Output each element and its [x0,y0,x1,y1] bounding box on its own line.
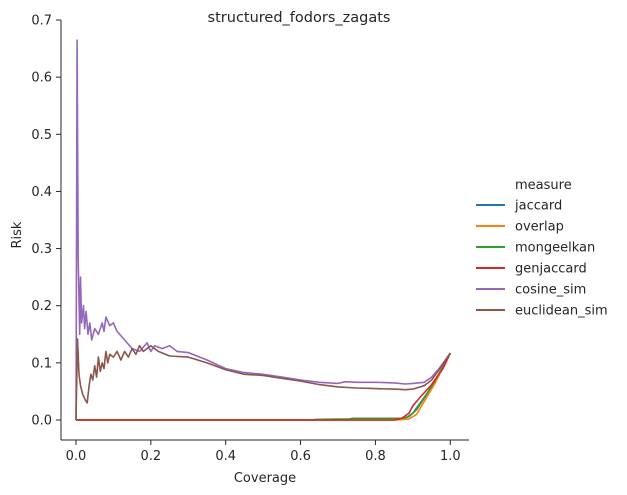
series-line-mongeelkan [76,352,452,421]
x-tick-label: 0.6 [290,449,311,464]
y-tick-label: 0.3 [31,242,52,257]
plot-lines [75,39,452,421]
legend-label-cosine_sim: cosine_sim [515,283,586,298]
y-tick-label: 0.2 [31,299,52,314]
y-tick-label: 0.4 [31,185,52,200]
chart-title: structured_fodors_zagats [208,10,391,26]
series-line-overlap [76,352,452,421]
legend-label-genjaccard: genjaccard [515,262,587,277]
legend: measure jaccard overlap mongeelkan genjacca… [476,178,608,319]
x-tick-label: 0.4 [215,449,236,464]
y-axis-label: Risk [10,221,25,248]
y-tick-label: 0.6 [31,71,52,86]
y-tick-label: 0.7 [31,14,52,29]
series-line-cosine_sim [75,39,451,421]
y-tick-label: 0.0 [31,414,52,429]
legend-label-jaccard: jaccard [514,199,562,214]
x-axis-label: Coverage [234,471,296,486]
series-line-euclidean_sim [75,338,451,421]
legend-label-euclidean_sim: euclidean_sim [515,304,608,319]
legend-title: measure [515,178,572,193]
x-ticks: 0.0 0.2 0.4 0.6 0.8 1.0 [66,440,461,464]
x-tick-label: 1.0 [440,449,461,464]
legend-label-mongeelkan: mongeelkan [515,241,595,256]
series-line-jaccard [76,352,452,421]
x-tick-label: 0.2 [140,449,161,464]
y-tick-label: 0.1 [31,356,52,371]
x-tick-label: 0.8 [365,449,386,464]
legend-label-overlap: overlap [515,220,564,235]
series-line-genjaccard [76,352,452,421]
x-tick-label: 0.0 [66,449,87,464]
y-ticks: 0.0 0.1 0.2 0.3 0.4 0.5 0.6 0.7 [31,14,61,429]
y-tick-label: 0.5 [31,128,52,143]
